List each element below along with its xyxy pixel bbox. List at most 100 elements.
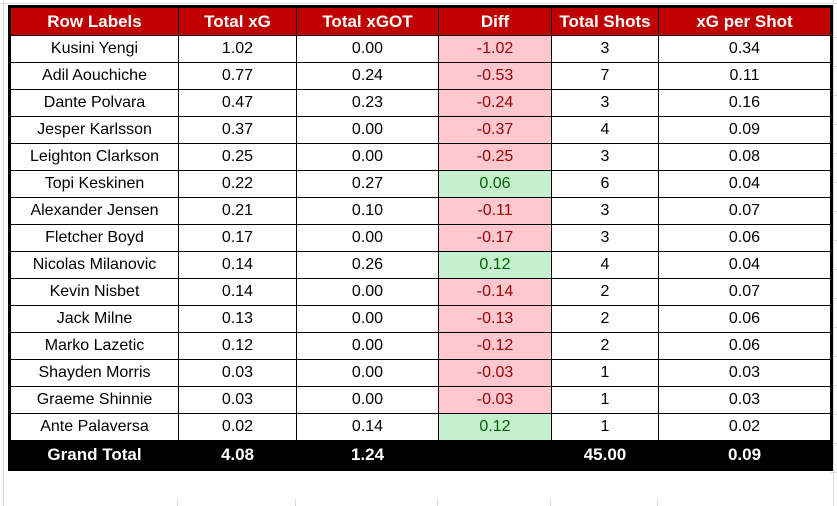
cell-total-xgot[interactable]: 0.10 (296, 197, 439, 225)
cell-player-name[interactable]: Fletcher Boyd (9, 224, 179, 252)
cell-total-shots[interactable]: 3 (551, 197, 659, 225)
grand-total-diff[interactable] (438, 440, 552, 470)
cell-total-shots[interactable]: 1 (551, 413, 659, 441)
cell-xg-per-shot[interactable]: 0.16 (658, 89, 832, 117)
cell-total-shots[interactable]: 7 (551, 62, 659, 90)
cell-diff[interactable]: -0.03 (438, 386, 552, 414)
cell-total-xgot[interactable]: 0.00 (296, 305, 439, 333)
cell-diff[interactable]: -1.02 (438, 35, 552, 63)
cell-player-name[interactable]: Topi Keskinen (9, 170, 179, 198)
cell-total-xgot[interactable]: 0.00 (296, 143, 439, 171)
cell-player-name[interactable]: Dante Polvara (9, 89, 179, 117)
cell-xg-per-shot[interactable]: 0.06 (658, 224, 832, 252)
cell-player-name[interactable]: Adil Aouchiche (9, 62, 179, 90)
cell-total-xgot[interactable]: 0.00 (296, 386, 439, 414)
cell-total-shots[interactable]: 3 (551, 35, 659, 63)
grand-total-shots[interactable]: 45.00 (551, 440, 659, 470)
cell-diff[interactable]: 0.12 (438, 413, 552, 441)
cell-total-xg[interactable]: 0.03 (178, 359, 297, 387)
cell-xg-per-shot[interactable]: 0.07 (658, 278, 832, 306)
cell-total-xg[interactable]: 0.37 (178, 116, 297, 144)
cell-xg-per-shot[interactable]: 0.09 (658, 116, 832, 144)
cell-player-name[interactable]: Ante Palaversa (9, 413, 179, 441)
cell-total-xgot[interactable]: 0.24 (296, 62, 439, 90)
cell-diff[interactable]: 0.12 (438, 251, 552, 279)
column-header[interactable]: Row Labels (9, 6, 179, 36)
column-header[interactable]: Total xGOT (296, 6, 439, 36)
column-header[interactable]: Diff (438, 6, 552, 36)
cell-xg-per-shot[interactable]: 0.06 (658, 305, 832, 333)
cell-total-shots[interactable]: 2 (551, 278, 659, 306)
cell-xg-per-shot[interactable]: 0.03 (658, 386, 832, 414)
cell-player-name[interactable]: Jack Milne (9, 305, 179, 333)
cell-total-xg[interactable]: 0.25 (178, 143, 297, 171)
cell-total-xg[interactable]: 0.47 (178, 89, 297, 117)
cell-diff[interactable]: -0.24 (438, 89, 552, 117)
cell-xg-per-shot[interactable]: 0.07 (658, 197, 832, 225)
cell-total-xg[interactable]: 0.02 (178, 413, 297, 441)
cell-player-name[interactable]: Nicolas Milanovic (9, 251, 179, 279)
cell-total-xgot[interactable]: 0.26 (296, 251, 439, 279)
cell-total-xg[interactable]: 0.03 (178, 386, 297, 414)
cell-player-name[interactable]: Jesper Karlsson (9, 116, 179, 144)
cell-total-shots[interactable]: 4 (551, 116, 659, 144)
grand-total-label[interactable]: Grand Total (9, 440, 179, 470)
cell-diff[interactable]: -0.17 (438, 224, 552, 252)
cell-total-xgot[interactable]: 0.27 (296, 170, 439, 198)
cell-total-xgot[interactable]: 0.00 (296, 278, 439, 306)
cell-total-xg[interactable]: 0.14 (178, 251, 297, 279)
cell-total-xgot[interactable]: 0.23 (296, 89, 439, 117)
cell-xg-per-shot[interactable]: 0.06 (658, 332, 832, 360)
cell-diff[interactable]: -0.37 (438, 116, 552, 144)
cell-diff[interactable]: -0.53 (438, 62, 552, 90)
cell-diff[interactable]: -0.13 (438, 305, 552, 333)
cell-total-xg[interactable]: 0.21 (178, 197, 297, 225)
cell-diff[interactable]: -0.25 (438, 143, 552, 171)
cell-xg-per-shot[interactable]: 0.34 (658, 35, 832, 63)
cell-total-shots[interactable]: 6 (551, 170, 659, 198)
cell-total-xg[interactable]: 0.22 (178, 170, 297, 198)
cell-player-name[interactable]: Marko Lazetic (9, 332, 179, 360)
cell-total-xg[interactable]: 0.14 (178, 278, 297, 306)
cell-total-xgot[interactable]: 0.00 (296, 116, 439, 144)
cell-player-name[interactable]: Alexander Jensen (9, 197, 179, 225)
column-header[interactable]: Total Shots (551, 6, 659, 36)
grand-total-xgot[interactable]: 1.24 (296, 440, 439, 470)
cell-total-xgot[interactable]: 0.14 (296, 413, 439, 441)
cell-diff[interactable]: -0.11 (438, 197, 552, 225)
cell-total-shots[interactable]: 4 (551, 251, 659, 279)
cell-total-xgot[interactable]: 0.00 (296, 332, 439, 360)
column-header[interactable]: xG per Shot (658, 6, 832, 36)
cell-total-shots[interactable]: 2 (551, 332, 659, 360)
cell-total-xg[interactable]: 0.12 (178, 332, 297, 360)
cell-xg-per-shot[interactable]: 0.11 (658, 62, 832, 90)
cell-total-xgot[interactable]: 0.00 (296, 35, 439, 63)
cell-player-name[interactable]: Graeme Shinnie (9, 386, 179, 414)
cell-total-shots[interactable]: 1 (551, 359, 659, 387)
cell-xg-per-shot[interactable]: 0.03 (658, 359, 832, 387)
cell-diff[interactable]: -0.12 (438, 332, 552, 360)
cell-diff[interactable]: -0.03 (438, 359, 552, 387)
grand-total-xg-per-shot[interactable]: 0.09 (658, 440, 832, 470)
cell-xg-per-shot[interactable]: 0.08 (658, 143, 832, 171)
column-header[interactable]: Total xG (178, 6, 297, 36)
cell-total-xg[interactable]: 1.02 (178, 35, 297, 63)
cell-player-name[interactable]: Leighton Clarkson (9, 143, 179, 171)
cell-total-shots[interactable]: 3 (551, 89, 659, 117)
grand-total-xg[interactable]: 4.08 (178, 440, 297, 470)
cell-diff[interactable]: -0.14 (438, 278, 552, 306)
cell-diff[interactable]: 0.06 (438, 170, 552, 198)
cell-xg-per-shot[interactable]: 0.04 (658, 251, 832, 279)
cell-player-name[interactable]: Kevin Nisbet (9, 278, 179, 306)
cell-xg-per-shot[interactable]: 0.02 (658, 413, 832, 441)
cell-total-xg[interactable]: 0.13 (178, 305, 297, 333)
cell-player-name[interactable]: Shayden Morris (9, 359, 179, 387)
cell-total-shots[interactable]: 2 (551, 305, 659, 333)
cell-total-xg[interactable]: 0.17 (178, 224, 297, 252)
cell-xg-per-shot[interactable]: 0.04 (658, 170, 832, 198)
cell-total-shots[interactable]: 3 (551, 143, 659, 171)
cell-total-shots[interactable]: 3 (551, 224, 659, 252)
cell-total-xgot[interactable]: 0.00 (296, 224, 439, 252)
cell-total-xgot[interactable]: 0.00 (296, 359, 439, 387)
cell-total-xg[interactable]: 0.77 (178, 62, 297, 90)
